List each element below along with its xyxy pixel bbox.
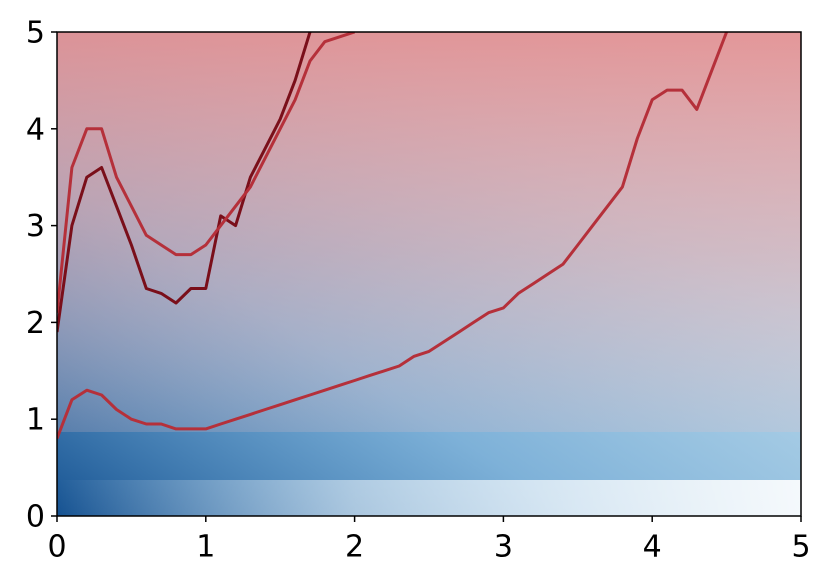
y-tick-label: 5 xyxy=(26,16,45,51)
x-tick-label: 4 xyxy=(643,530,662,565)
plot-area xyxy=(57,32,728,440)
x-tick-label: 5 xyxy=(791,530,810,565)
y-tick-label: 2 xyxy=(26,306,45,341)
data-line xyxy=(57,32,312,333)
data-line xyxy=(57,32,728,440)
y-tick-label: 0 xyxy=(26,500,45,535)
axes-frame xyxy=(56,31,802,517)
y-tick-label: 4 xyxy=(26,112,45,147)
y-tick-label: 1 xyxy=(26,403,45,438)
y-tick-label: 3 xyxy=(26,209,45,244)
x-tick-label: 2 xyxy=(345,530,364,565)
x-tick-label: 3 xyxy=(494,530,513,565)
density-background xyxy=(57,32,801,516)
x-tick-label: 1 xyxy=(196,530,215,565)
data-line xyxy=(57,32,356,313)
x-tick-label: 0 xyxy=(47,530,66,565)
